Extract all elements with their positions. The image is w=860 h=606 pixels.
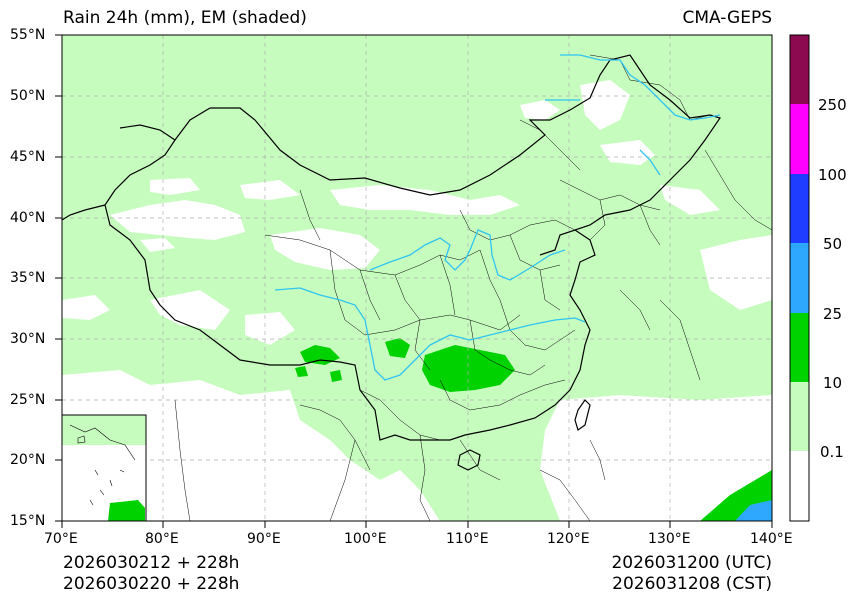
valid-time-cst: 2026031208 (CST) [612, 574, 772, 594]
lon-label: 90°E [247, 531, 281, 547]
rivers [274, 54, 721, 381]
rain-shading-heavy [735, 500, 772, 521]
lat-label: 55°N [10, 27, 46, 43]
lat-label: 35°N [10, 270, 46, 286]
lon-label: 80°E [145, 531, 179, 547]
colorbar-label: 250 [818, 96, 847, 114]
map-title: Rain 24h (mm), EM (shaded) [63, 8, 307, 28]
lon-label: 130°E [648, 531, 691, 547]
init-time-utc: 2026030212 + 228h [63, 553, 240, 573]
lon-label: 100°E [344, 531, 387, 547]
lat-label: 50°N [10, 88, 46, 104]
lon-label: 120°E [547, 531, 590, 547]
init-time-cst: 2026030220 + 228h [63, 574, 240, 594]
lat-label: 20°N [10, 452, 46, 468]
lon-label: 70°E [44, 531, 78, 547]
colorbar-label: 100 [818, 166, 847, 184]
lat-label: 40°N [10, 210, 46, 226]
graticule [62, 35, 772, 521]
colorbar [789, 34, 810, 522]
colorbar-label: 25 [823, 305, 843, 323]
lat-label: 45°N [10, 149, 46, 165]
lon-label: 110°E [446, 531, 489, 547]
model-name: CMA-GEPS [682, 8, 772, 28]
axis-ticks [55, 34, 773, 528]
colorbar-label: 50 [823, 235, 843, 253]
lat-label: 30°N [10, 331, 46, 347]
colorbar-label: 0.1 [820, 443, 844, 461]
colorbar-label: 10 [823, 374, 843, 392]
valid-time-utc: 2026031200 (UTC) [611, 553, 772, 573]
lat-label: 25°N [10, 392, 46, 408]
lon-label: 140°E [750, 531, 793, 547]
national-border [62, 54, 721, 471]
south-china-sea-inset [61, 414, 147, 522]
lat-label: 15°N [10, 513, 46, 529]
